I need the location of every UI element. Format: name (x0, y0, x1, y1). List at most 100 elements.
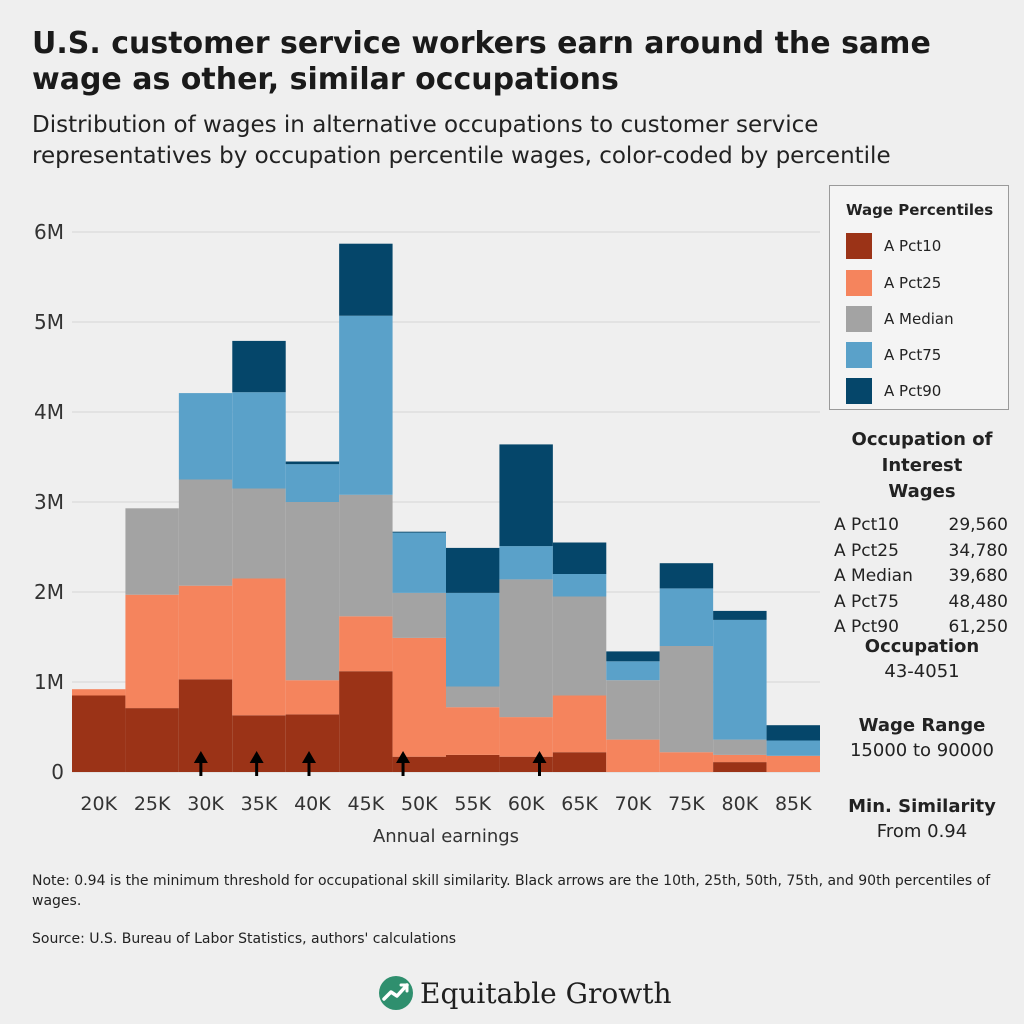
wage-row-value: 34,780 (948, 540, 1008, 561)
bar-segment (446, 686, 500, 708)
bar-segment (285, 502, 340, 681)
wage-row-label: A Pct75 (834, 591, 899, 612)
x-tick-label: 30K (187, 793, 224, 815)
bar-segment (552, 695, 607, 753)
wage-row-value: 29,560 (948, 515, 1008, 535)
x-tick-label: 20K (80, 793, 117, 815)
percentile-arrow-head (532, 751, 547, 763)
bar-segment (499, 756, 553, 772)
wage-row-value: 61,250 (948, 617, 1008, 637)
wage-row-value: 48,480 (948, 591, 1008, 612)
occupation-wages-title: Occupation of Interest Wages (851, 429, 993, 502)
bar-segment (713, 619, 767, 740)
legend-label: A Pct90 (884, 382, 942, 400)
legend-item-pct75: A Pct75 (846, 342, 941, 368)
x-tick-label: 40K (294, 793, 331, 815)
x-tick-label: 60K (508, 793, 545, 815)
brand-text: Equitable Growth (420, 976, 672, 1010)
percentile-arrow-head (249, 751, 264, 763)
bar-segment (606, 680, 660, 740)
bar-segment (659, 646, 714, 753)
bar-segment (339, 243, 393, 316)
x-tick-label: 35K (241, 793, 278, 815)
y-tick-label: 3M (34, 490, 64, 514)
bar-segment (392, 637, 446, 757)
legend-label: A Pct10 (884, 237, 942, 255)
bar-segment (606, 661, 660, 681)
y-tick-label: 6M (34, 220, 64, 244)
x-tick-label: 65K (561, 793, 598, 815)
x-tick-label: 75K (668, 793, 705, 815)
wage-row: A Pct25 34,780 (822, 539, 1022, 565)
y-tick-label: 1M (34, 670, 64, 694)
wage-row-label: A Pct25 (834, 540, 899, 561)
histogram-chart: 0 1M 2M 3M 4M 5M 6M 20K 25K 30K 35K 40K 45K 50K 55K 60K… (34, 220, 820, 847)
percentile-arrow-head (396, 751, 411, 763)
bar-segment (659, 588, 714, 646)
x-tick-label: 25K (134, 793, 171, 815)
wage-row: A Pct10 29,560 (822, 513, 1022, 539)
y-tick-label: 0 (51, 760, 64, 784)
wage-range-title: Wage Range (858, 715, 986, 736)
legend-label: A Median (884, 310, 954, 328)
wage-row-label: A Median (834, 566, 913, 586)
bar-segment (72, 689, 126, 696)
occupation-value: 43-4051 (884, 661, 960, 682)
bar-segment (713, 754, 767, 763)
bar-segment (125, 594, 179, 709)
bar-segment (125, 508, 179, 595)
bar-segment (766, 755, 820, 772)
y-tick-label: 5M (34, 310, 64, 334)
bar-segment (232, 488, 286, 579)
bar-segment (446, 754, 500, 772)
bar-segment (339, 494, 393, 617)
bar-segment (713, 610, 767, 620)
wage-range-panel: Wage Range 15000 to 90000 (822, 713, 1022, 763)
bar-segment (499, 444, 553, 547)
y-tick-label: 4M (34, 400, 64, 424)
chart-title: U.S. customer service workers earn aroun… (32, 26, 931, 97)
equitable-growth-logo-icon (379, 976, 413, 1010)
min-similarity-panel: Min. Similarity From 0.94 (822, 794, 1022, 844)
bar-segment (339, 315, 393, 495)
wage-row: A Median 39,680 (822, 564, 1022, 590)
legend-label: A Pct75 (884, 346, 942, 364)
min-similarity-value: From 0.94 (876, 821, 968, 842)
bar-segment (178, 679, 233, 772)
wage-row-value: 39,680 (948, 566, 1008, 586)
wage-range-value: 15000 to 90000 (849, 740, 995, 761)
legend-label: A Pct25 (884, 274, 942, 292)
bar-segment (499, 546, 553, 580)
bar-segment (552, 574, 607, 597)
wage-row-label: A Pct90 (834, 617, 899, 637)
bar-segment (125, 708, 179, 772)
bar-segment (178, 479, 233, 586)
bar-segment (446, 547, 500, 593)
bar-segment (606, 651, 660, 662)
bar-segment (72, 695, 126, 772)
legend-swatch (846, 378, 872, 404)
occupation-title: Occupation (864, 636, 980, 657)
bar-segment (606, 739, 660, 772)
bar-segment (178, 393, 233, 480)
bar-segment (552, 542, 607, 574)
bar-segment (178, 585, 233, 680)
percentile-arrow-head (193, 751, 208, 763)
y-tick-label: 2M (34, 580, 64, 604)
brand-logo: Equitable Growth (378, 975, 672, 1011)
x-tick-label: 70K (615, 793, 652, 815)
legend-item-median: A Median (846, 306, 954, 332)
bar-segment (232, 340, 286, 393)
bar-segment (285, 680, 340, 715)
bar-segment (285, 461, 340, 465)
bar-segment (392, 531, 446, 533)
occupation-panel: Occupation 43-4051 (822, 634, 1022, 684)
x-tick-label: 55K (454, 793, 491, 815)
bar-segment (766, 740, 820, 756)
source-line: Source: U.S. Bureau of Labor Statistics,… (32, 931, 457, 947)
bar-segment (499, 717, 553, 757)
bar-segment (713, 739, 767, 755)
min-similarity-title: Min. Similarity (848, 796, 996, 817)
wage-row: A Pct75 48,480 (822, 590, 1022, 616)
bar-segment (339, 616, 393, 672)
